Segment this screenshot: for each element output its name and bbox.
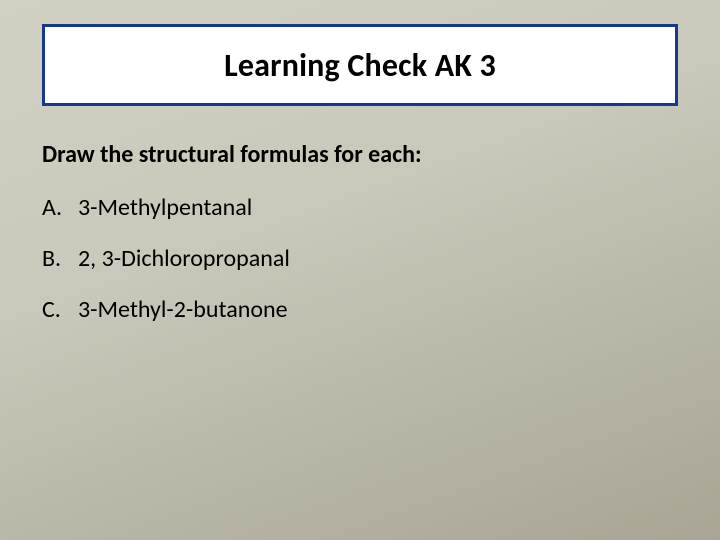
content-area: Draw the structural formulas for each: A… [42, 140, 678, 346]
prompt-text: Draw the structural formulas for each: [42, 140, 678, 169]
list-item: B. 2, 3-Dichloropropanal [42, 244, 678, 273]
list-item: A. 3-Methylpentanal [42, 193, 678, 222]
item-letter: C. [42, 295, 78, 324]
slide-title: Learning Check AK 3 [224, 46, 496, 85]
item-text: 2, 3-Dichloropropanal [78, 244, 290, 273]
item-letter: B. [42, 244, 78, 273]
item-text: 3-Methylpentanal [78, 193, 252, 222]
item-text: 3-Methyl-2-butanone [78, 295, 288, 324]
list-item: C. 3-Methyl-2-butanone [42, 295, 678, 324]
item-letter: A. [42, 193, 78, 222]
title-box: Learning Check AK 3 [42, 24, 678, 106]
